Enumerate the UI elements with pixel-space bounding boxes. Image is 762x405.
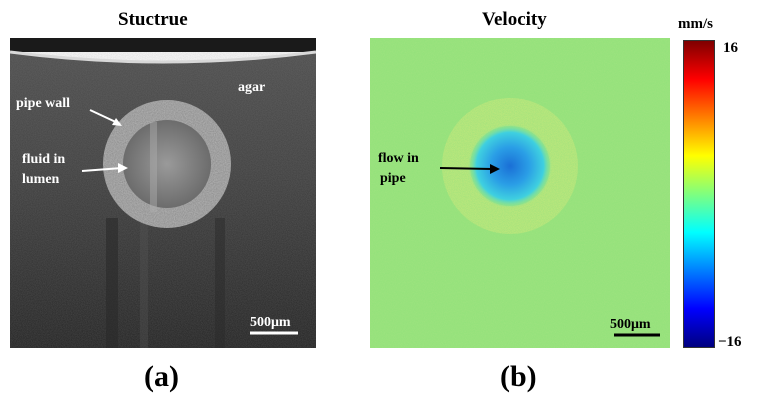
- flow-label-line2: pipe: [380, 171, 406, 186]
- panel-b-label: (b): [500, 360, 537, 393]
- scale-bar-label-b: 500μm: [610, 317, 651, 332]
- colorbar-min-label: −16: [718, 334, 742, 350]
- pipe-wall-label: pipe wall: [16, 96, 71, 111]
- colorbar-max-label: 16: [723, 40, 738, 56]
- panel-a-label: (a): [144, 360, 179, 393]
- colorbar: [683, 40, 715, 348]
- scale-bar-label-a: 500μm: [250, 315, 291, 330]
- structure-image: agar pipe wall fluid in lumen 500μm: [10, 38, 316, 348]
- velocity-image: flow in pipe 500μm: [370, 38, 670, 348]
- flow-label-line1: flow in: [378, 151, 419, 166]
- fluid-label-line1: fluid in: [22, 152, 66, 167]
- panel-b-title: Velocity: [482, 9, 547, 30]
- fluid-label-line2: lumen: [22, 172, 60, 187]
- colorbar-unit: mm/s: [678, 16, 713, 32]
- panel-a-title: Stuctrue: [118, 9, 188, 30]
- agar-label: agar: [238, 80, 266, 95]
